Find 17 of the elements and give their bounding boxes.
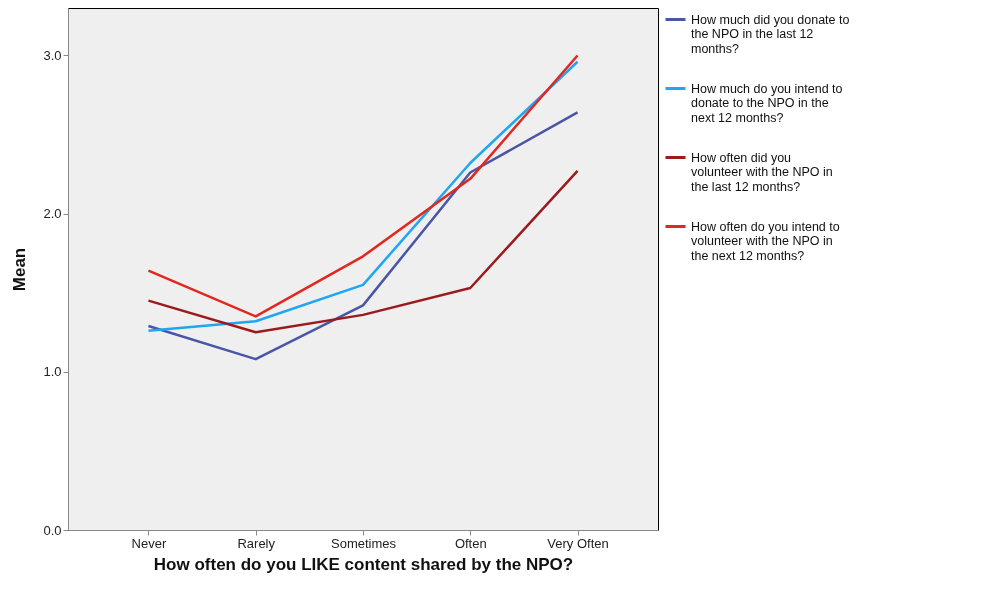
y-tick-label: 3.0 (43, 47, 62, 63)
legend-label: How often did you volunteer with the NPO in the last 12 months? (691, 150, 833, 194)
legend-label: How much did you donate to the NPO in the last 12 months? (691, 12, 850, 56)
x-tick-label: Often (454, 535, 487, 551)
line-series (147, 169, 579, 334)
x-tick-label: Very Often (547, 535, 609, 551)
x-tick-label: Sometimes (330, 535, 397, 551)
x-tick-label: Never (131, 535, 167, 551)
y-tick-label: 2.0 (43, 206, 62, 222)
x-tick-label: Rarely (237, 535, 276, 551)
y-axis-title: Mean (10, 247, 30, 292)
legend-label: How often do you intend to volunteer with the NPO in the next 12 months? (691, 219, 840, 263)
line-series (147, 111, 579, 361)
y-tick-label: 0.0 (43, 522, 62, 538)
legend-label: How much do you intend to donate to the NPO in the next 12 months? (691, 81, 843, 125)
x-axis-title: How often do you LIKE content shared by the NPO? (153, 554, 574, 574)
y-tick-label: 1.0 (43, 364, 62, 380)
